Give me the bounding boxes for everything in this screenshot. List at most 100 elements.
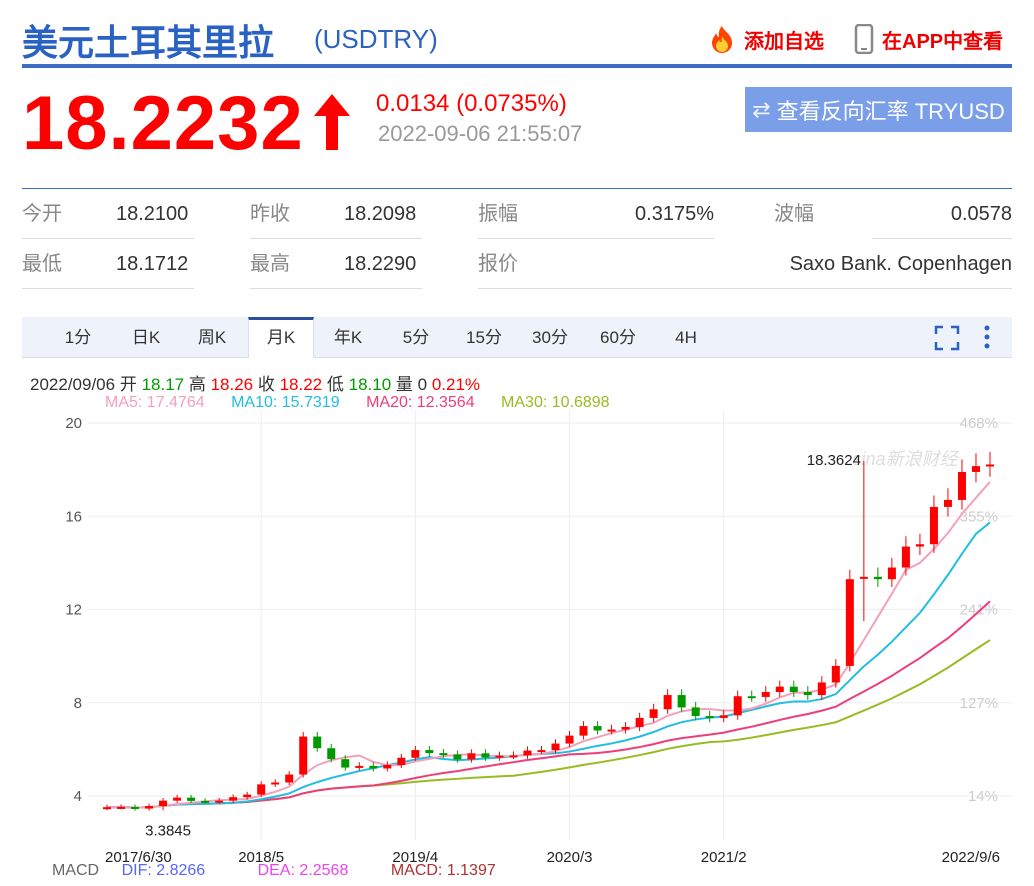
candle-body xyxy=(957,471,966,500)
info-pct: 0.21% xyxy=(431,375,481,394)
candle-body xyxy=(145,806,154,809)
candle-body xyxy=(453,754,462,760)
pct-tick-label: 127% xyxy=(960,695,998,712)
tab-monthly[interactable]: 月K xyxy=(248,317,314,358)
info-open-label: 开 xyxy=(119,375,137,394)
y-tick-label: 20 xyxy=(65,415,82,432)
candle-body xyxy=(481,753,490,758)
tab-15min[interactable]: 15分 xyxy=(466,328,502,347)
stats-table: 今开 18.2100 昨收 18.2098 振幅 0.3175% 波幅 0.05… xyxy=(22,188,1012,289)
view-in-app-button[interactable]: 在APP中查看 xyxy=(854,24,1003,54)
candle-body xyxy=(495,755,504,758)
candle-body xyxy=(117,806,126,809)
tab-daily[interactable]: 日K xyxy=(131,328,161,347)
info-date: 2022/09/06 xyxy=(30,375,116,394)
header-divider xyxy=(22,64,1012,68)
candle-body xyxy=(383,764,392,769)
candle-body xyxy=(327,748,336,760)
x-tick-label: 2022/9/6 xyxy=(942,849,1000,865)
candlestick-chart[interactable]: 4 14% 8 127% 12 241% 16 355% 20 468% 2017/6/30 2018… xyxy=(0,410,1034,865)
stat-label: 最低 xyxy=(22,239,194,289)
y-tick-label: 4 xyxy=(74,788,82,805)
fire-icon xyxy=(712,26,732,53)
candle-body xyxy=(131,806,140,809)
candle-body xyxy=(831,665,840,683)
candle-body xyxy=(705,716,714,719)
candle-body xyxy=(509,755,518,758)
ma5-line xyxy=(106,481,991,809)
stat-value: 0.0578 xyxy=(872,189,1012,239)
stat-label: 今开 xyxy=(22,189,194,239)
pct-tick-label: 241% xyxy=(960,602,998,619)
candle-body xyxy=(733,696,742,716)
candle-body xyxy=(635,717,644,727)
candle-body xyxy=(341,759,350,768)
arrow-up-icon xyxy=(314,94,350,150)
candle-body xyxy=(299,736,308,775)
candle-body xyxy=(523,750,532,756)
x-tick-label: 2017/6/30 xyxy=(105,849,172,865)
candle-body xyxy=(649,709,658,718)
candle-body xyxy=(607,729,616,732)
ma20-legend: MA20: 12.3564 xyxy=(366,394,475,411)
candle-body xyxy=(243,794,252,798)
quote-time: 2022-09-06 21:55:07 xyxy=(378,121,583,146)
candle-body xyxy=(817,682,826,696)
candle-body xyxy=(677,695,686,708)
ma-legend: MA5: 17.4764 MA10: 15.7319 MA20: 12.3564… xyxy=(105,394,632,412)
candle-body xyxy=(551,743,560,751)
min-price-label: 3.3845 xyxy=(145,822,191,839)
macd-legend: MACD DIF: 2.8266 DEA: 2.2568 MACD: 1.139… xyxy=(52,862,514,880)
info-low-label: 低 xyxy=(326,375,344,394)
candle-body xyxy=(915,544,924,547)
watermark-logo: sina新浪财经 xyxy=(852,449,959,469)
candle-body xyxy=(691,707,700,717)
phone-icon xyxy=(854,24,874,54)
candle-body xyxy=(369,765,378,769)
candle-body xyxy=(159,800,168,807)
x-tick-label: 2021/2 xyxy=(701,849,747,865)
candle-body xyxy=(173,797,182,801)
tab-1min[interactable]: 1分 xyxy=(64,328,92,347)
macd-label: MACD xyxy=(52,862,100,879)
candle-body xyxy=(313,736,322,749)
plot-area xyxy=(88,410,1012,840)
more-options-icon[interactable] xyxy=(982,323,992,351)
fullscreen-icon[interactable] xyxy=(934,325,960,351)
x-tick-label: 2019/4 xyxy=(392,849,438,865)
info-volume-label: 量 xyxy=(395,375,413,394)
y-tick-label: 8 xyxy=(74,695,82,712)
ma10-line xyxy=(106,521,991,809)
candle-body xyxy=(187,797,196,801)
candle-body xyxy=(271,782,280,785)
symbol-code: (USDTRY) xyxy=(314,24,438,54)
candle-body xyxy=(411,750,420,758)
reverse-rate-button[interactable]: ⇄ 查看反向汇率 TRYUSD xyxy=(745,87,1012,132)
ma10-legend: MA10: 15.7319 xyxy=(231,394,340,411)
candle-body xyxy=(803,692,812,696)
tab-5min[interactable]: 5分 xyxy=(402,328,430,347)
candle-body xyxy=(579,726,588,736)
current-price: 18.2232 xyxy=(22,81,304,166)
candle-body xyxy=(775,686,784,693)
candle-body xyxy=(229,797,238,801)
x-tick-label: 2018/5 xyxy=(238,849,284,865)
stat-value: 18.2098 xyxy=(344,189,422,239)
add-watchlist-button[interactable]: 添加自选 xyxy=(706,24,824,54)
tab-4h[interactable]: 4H xyxy=(675,328,697,347)
max-price-label: 18.3624 xyxy=(807,452,861,469)
tab-yearly[interactable]: 年K xyxy=(333,328,363,347)
tab-30min[interactable]: 30分 xyxy=(532,328,568,347)
reverse-rate-label: 查看反向汇率 TRYUSD xyxy=(776,98,1005,124)
y-tick-label: 16 xyxy=(65,508,82,525)
add-watchlist-label: 添加自选 xyxy=(744,30,824,53)
candle-body xyxy=(201,800,210,803)
candle-body xyxy=(215,800,224,803)
stat-label: 波幅 xyxy=(774,203,814,225)
tab-60min[interactable]: 60分 xyxy=(600,328,636,347)
candle-body xyxy=(761,692,770,697)
stat-label: 最高 xyxy=(250,239,422,289)
ma30-legend: MA30: 10.6898 xyxy=(501,394,610,411)
pct-tick-label: 355% xyxy=(960,508,998,525)
tab-weekly[interactable]: 周K xyxy=(197,328,227,347)
